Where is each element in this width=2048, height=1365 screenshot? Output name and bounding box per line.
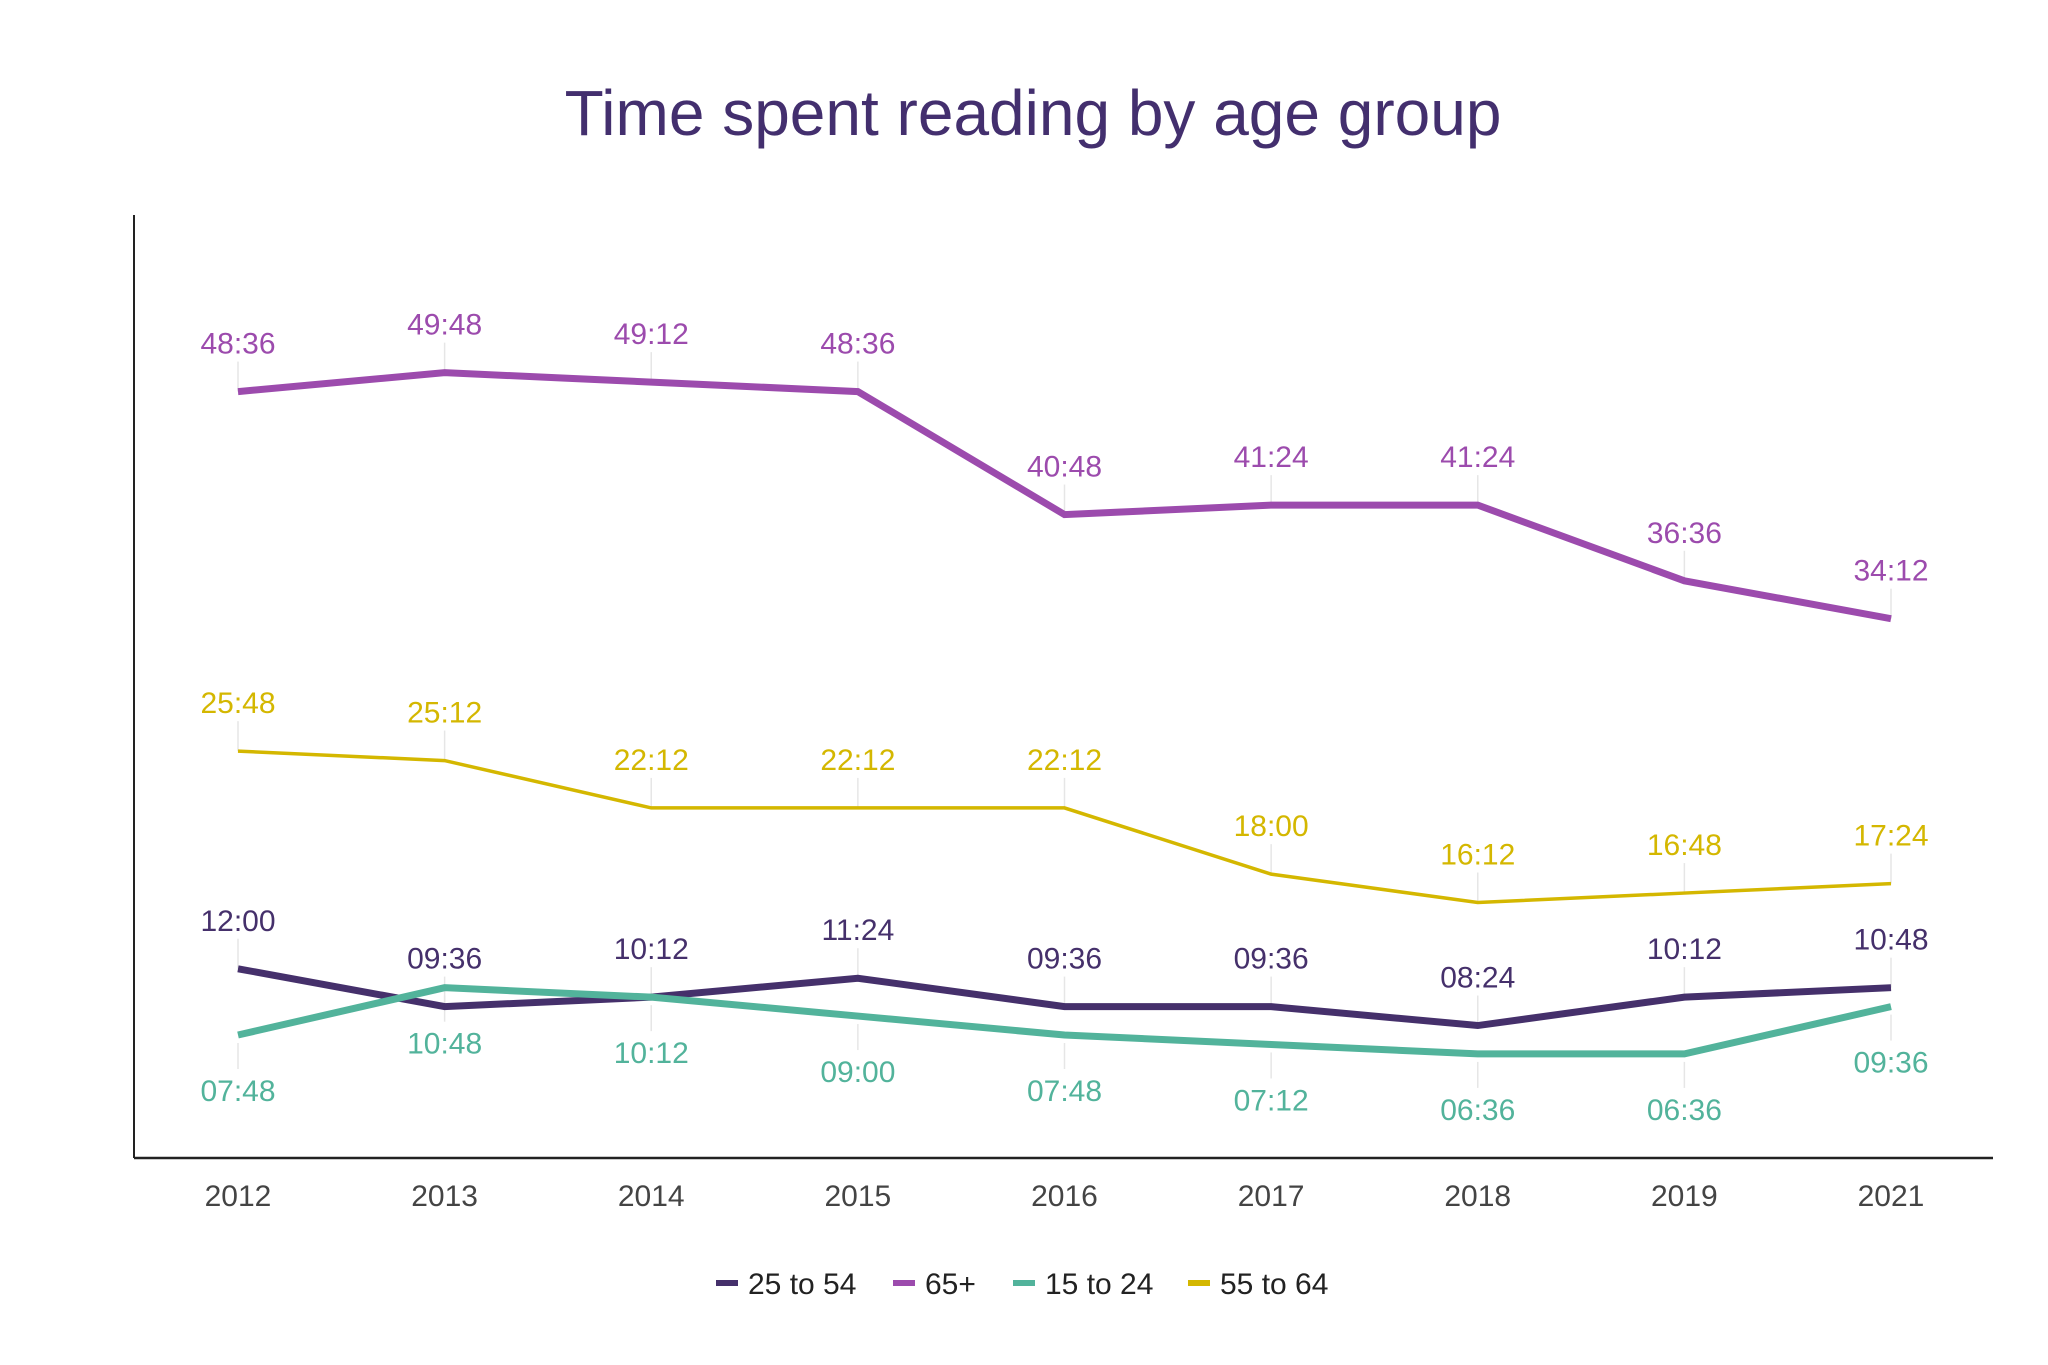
x-tick-label: 2019 [1651, 1180, 1718, 1213]
data-label: 22:12 [820, 744, 895, 777]
chart-title: Time spent reading by age group [565, 77, 1502, 149]
data-label: 06:36 [1440, 1094, 1515, 1127]
x-tick-label: 2016 [1031, 1180, 1098, 1213]
data-label: 41:24 [1440, 441, 1515, 474]
data-label: 07:48 [1027, 1075, 1102, 1108]
data-label: 49:12 [614, 318, 689, 351]
data-label: 06:36 [1647, 1094, 1722, 1127]
data-label: 16:12 [1440, 839, 1515, 872]
x-tick-label: 2012 [205, 1180, 272, 1213]
data-label: 16:48 [1647, 829, 1722, 862]
legend-item: 65+ [893, 1268, 976, 1301]
data-label: 48:36 [200, 328, 275, 361]
legend-item: 15 to 24 [1013, 1268, 1153, 1301]
x-tick-label: 2014 [618, 1180, 685, 1213]
legend-label: 25 to 54 [748, 1268, 856, 1301]
data-label: 25:12 [407, 697, 482, 730]
data-label: 10:48 [1853, 924, 1928, 957]
data-label: 18:00 [1234, 810, 1309, 843]
series-line-2 [237, 984, 1892, 1058]
data-label: 09:36 [407, 943, 482, 976]
data-label: 07:12 [1234, 1084, 1309, 1117]
series-line-3 [237, 749, 1892, 905]
data-label: 22:12 [1027, 744, 1102, 777]
data-label: 10:12 [614, 1037, 689, 1070]
data-label: 17:24 [1853, 820, 1928, 853]
data-label: 36:36 [1647, 517, 1722, 550]
x-tick-labels: 2012 2013 2014 2015 2016 2017 2018 2019 2021 [205, 1180, 1925, 1213]
x-tick-label: 2017 [1238, 1180, 1305, 1213]
data-labels: 12:00 09:36 10:12 11:24 09:36 09:36 08:24 10:12… [200, 309, 1928, 1127]
data-label: 10:48 [407, 1028, 482, 1061]
x-tick-label: 2015 [825, 1180, 892, 1213]
data-label: 07:48 [200, 1075, 275, 1108]
data-label: 12:00 [200, 905, 275, 938]
series-line-0 [237, 965, 1892, 1030]
data-label: 25:48 [200, 687, 275, 720]
data-label: 34:12 [1853, 555, 1928, 588]
data-label: 10:12 [614, 933, 689, 966]
legend: 25 to 54 65+ 15 to 24 55 to 64 [716, 1268, 1328, 1301]
series-line-1 [237, 369, 1892, 623]
leader-lines [237, 342, 1892, 1088]
data-label: 49:48 [407, 309, 482, 342]
data-label: 40:48 [1027, 451, 1102, 484]
legend-label: 15 to 24 [1045, 1268, 1153, 1301]
data-label: 48:36 [820, 328, 895, 361]
legend-label: 55 to 64 [1220, 1268, 1328, 1301]
x-tick-label: 2018 [1444, 1180, 1511, 1213]
data-label: 08:24 [1440, 962, 1515, 995]
data-label: 10:12 [1647, 933, 1722, 966]
data-label: 22:12 [614, 744, 689, 777]
data-label: 41:24 [1234, 441, 1309, 474]
legend-label: 65+ [925, 1268, 976, 1301]
legend-item: 25 to 54 [716, 1268, 856, 1301]
series-lines [237, 369, 1892, 1058]
x-tick-label: 2021 [1858, 1180, 1925, 1213]
legend-item: 55 to 64 [1188, 1268, 1328, 1301]
data-label: 09:36 [1234, 943, 1309, 976]
data-label: 09:00 [820, 1056, 895, 1089]
data-label: 09:36 [1853, 1047, 1928, 1080]
x-tick-label: 2013 [411, 1180, 478, 1213]
data-label: 09:36 [1027, 943, 1102, 976]
data-label: 11:24 [821, 914, 894, 947]
